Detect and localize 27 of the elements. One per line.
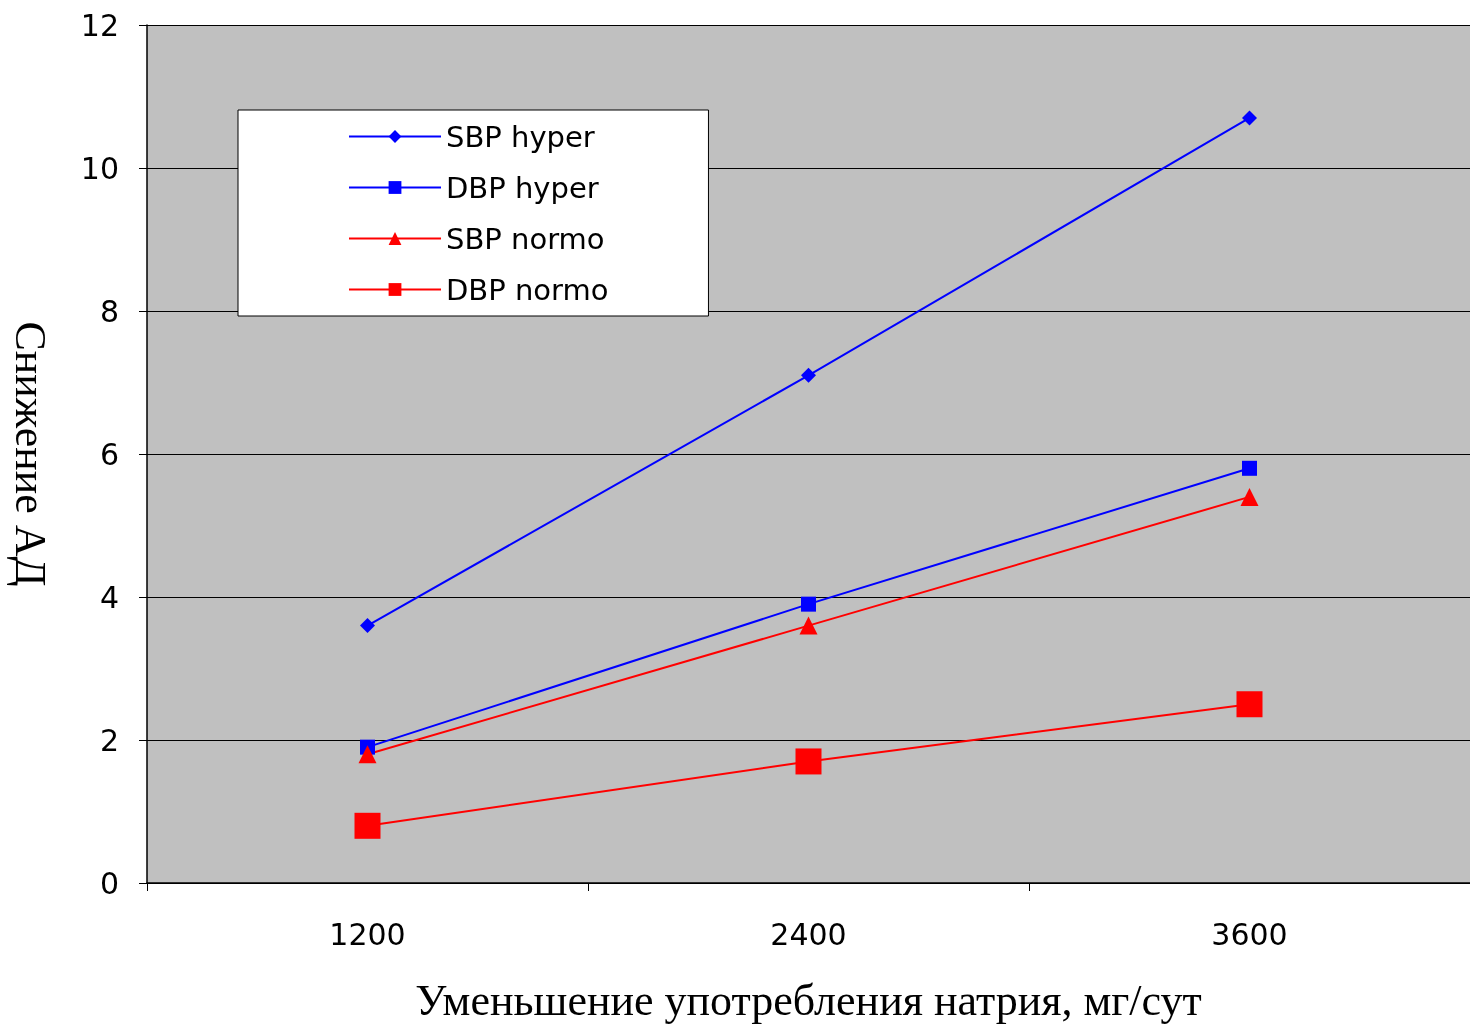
point: [1242, 460, 1257, 476]
y-tick-label: 6: [99, 436, 119, 472]
y-tick-label: 2: [99, 722, 119, 758]
legend-label: SBP normo: [446, 221, 605, 256]
point: [801, 367, 816, 383]
point: [795, 748, 822, 775]
y-tick-label: 8: [99, 293, 119, 329]
point: [1236, 691, 1263, 718]
x-tick-label: 3600: [1211, 916, 1288, 952]
point: [360, 618, 375, 634]
x-tick-label: 2400: [770, 916, 847, 952]
legend-label: DBP normo: [446, 272, 609, 307]
x-tick-label: 1200: [329, 916, 406, 952]
point: [354, 812, 381, 839]
y-tick-label: 10: [80, 150, 119, 186]
point: [358, 745, 377, 764]
legend-label: SBP hyper: [446, 119, 595, 154]
point: [799, 616, 818, 635]
y-tick-label: 4: [99, 579, 119, 615]
y-axis-title: Снижение АД: [5, 321, 55, 587]
point: [1240, 487, 1259, 506]
point: [801, 596, 816, 612]
legend-label: DBP hyper: [446, 170, 599, 205]
point: [1242, 110, 1257, 126]
y-tick-label: 12: [80, 7, 119, 43]
x-axis-title: Уменьшение употребления натрия, мг/сут: [415, 975, 1202, 1025]
y-tick-label: 0: [99, 865, 119, 901]
